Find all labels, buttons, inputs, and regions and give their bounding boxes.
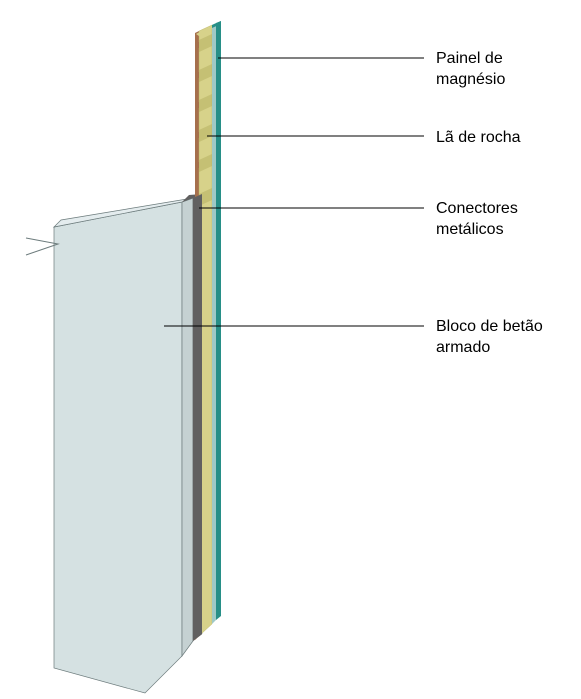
callout-label: Lã de rocha [436,128,521,149]
connector-clip [196,42,199,48]
gap-overlay [193,194,202,641]
callout-label: Bloco de betãoarmado [436,317,543,359]
connector-clip [196,72,199,78]
callout-label: Painel demagnésio [436,49,505,91]
panel-inner [212,23,216,624]
panel-outer [216,21,221,620]
connector-clip [196,102,199,108]
left-chevron [26,238,58,255]
connector-clip [196,132,199,138]
concrete-side [182,198,193,656]
connector-clip [196,162,199,168]
callout-label: Conectoresmetálicos [436,199,518,241]
concrete-front [54,202,182,693]
